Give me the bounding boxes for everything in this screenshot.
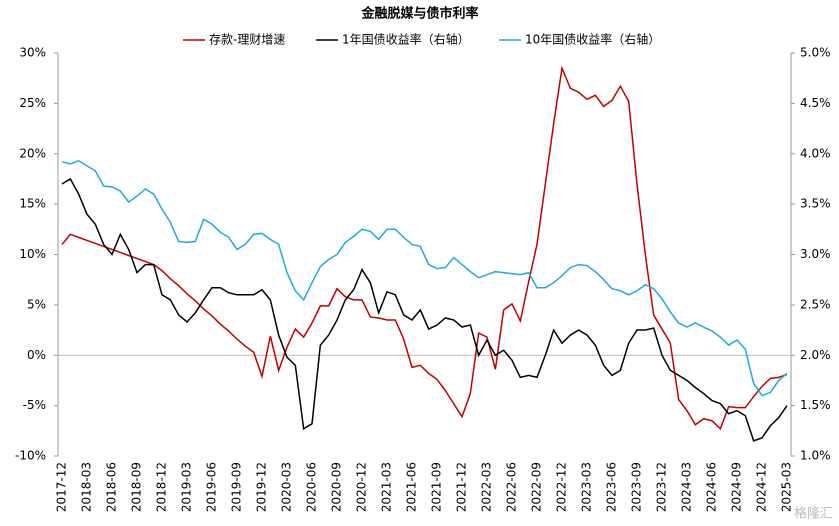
y-tick-label: 30% [19, 46, 46, 60]
x-tick-label: 2022-09 [530, 462, 544, 512]
legend-label: 10年国债收益率（右轴） [525, 32, 660, 47]
x-tick-label: 2019-03 [180, 462, 194, 512]
x-tick-label: 2021-03 [380, 462, 394, 512]
y-tick-label: 10% [19, 247, 46, 261]
x-tick-label: 2024-12 [755, 462, 769, 512]
legend-label: 存款-理财增速 [209, 33, 285, 47]
x-tick-label: 2023-12 [655, 462, 669, 512]
legend-label: 1年国债收益率（右轴） [342, 32, 470, 47]
x-tick-label: 2017-12 [55, 462, 69, 512]
x-tick-label: 2018-09 [130, 462, 144, 512]
x-tick-label: 2018-06 [105, 462, 119, 512]
x-tick-label: 2022-12 [555, 462, 569, 512]
x-tick-label: 2022-06 [505, 462, 519, 512]
x-tick-label: 2018-03 [80, 462, 94, 512]
y2-tick-label: 2.5% [800, 297, 831, 311]
x-tick-label: 2025-03 [780, 462, 794, 512]
x-tick-label: 2020-12 [355, 462, 369, 512]
y2-tick-label: 2.0% [800, 348, 831, 362]
x-tick-label: 2019-09 [230, 462, 244, 512]
x-tick-label: 2024-06 [705, 462, 719, 512]
x-tick-label: 2019-06 [205, 462, 219, 512]
y2-tick-label: 3.0% [800, 247, 831, 261]
x-tick-label: 2024-09 [730, 462, 744, 512]
x-tick-label: 2021-06 [405, 462, 419, 512]
y-tick-label: 25% [19, 96, 46, 110]
y-tick-label: 15% [19, 197, 46, 211]
x-tick-label: 2023-09 [630, 462, 644, 512]
x-tick-label: 2021-09 [430, 462, 444, 512]
y-tick-label: 20% [19, 146, 46, 160]
x-tick-label: 2020-09 [330, 462, 344, 512]
chart-title: 金融脱媒与债市利率 [360, 6, 478, 22]
x-tick-label: 2020-03 [280, 462, 294, 512]
y2-tick-label: 4.0% [800, 146, 831, 160]
y-tick-label: -10% [15, 449, 46, 463]
x-tick-label: 2024-03 [680, 462, 694, 512]
x-tick-label: 2023-06 [605, 462, 619, 512]
watermark: 格隆汇 [794, 506, 833, 522]
x-tick-label: 2022-03 [480, 462, 494, 512]
y2-tick-label: 3.5% [800, 197, 831, 211]
series-line [61, 159, 788, 397]
series-line [61, 65, 788, 431]
y-tick-label: 0% [27, 348, 46, 362]
y2-tick-label: 4.5% [800, 96, 831, 110]
x-tick-label: 2023-03 [580, 462, 594, 512]
y-tick-label: -5% [23, 398, 46, 412]
x-tick-label: 2018-12 [155, 462, 169, 512]
x-tick-label: 2019-12 [255, 462, 269, 512]
y2-tick-label: 1.5% [800, 398, 831, 412]
x-tick-label: 2021-12 [455, 462, 469, 512]
x-tick-label: 2020-06 [305, 462, 319, 512]
y2-tick-label: 5.0% [800, 46, 831, 60]
y-tick-label: 5% [27, 297, 46, 311]
y2-tick-label: 1.0% [800, 449, 831, 463]
series-line [61, 177, 788, 442]
